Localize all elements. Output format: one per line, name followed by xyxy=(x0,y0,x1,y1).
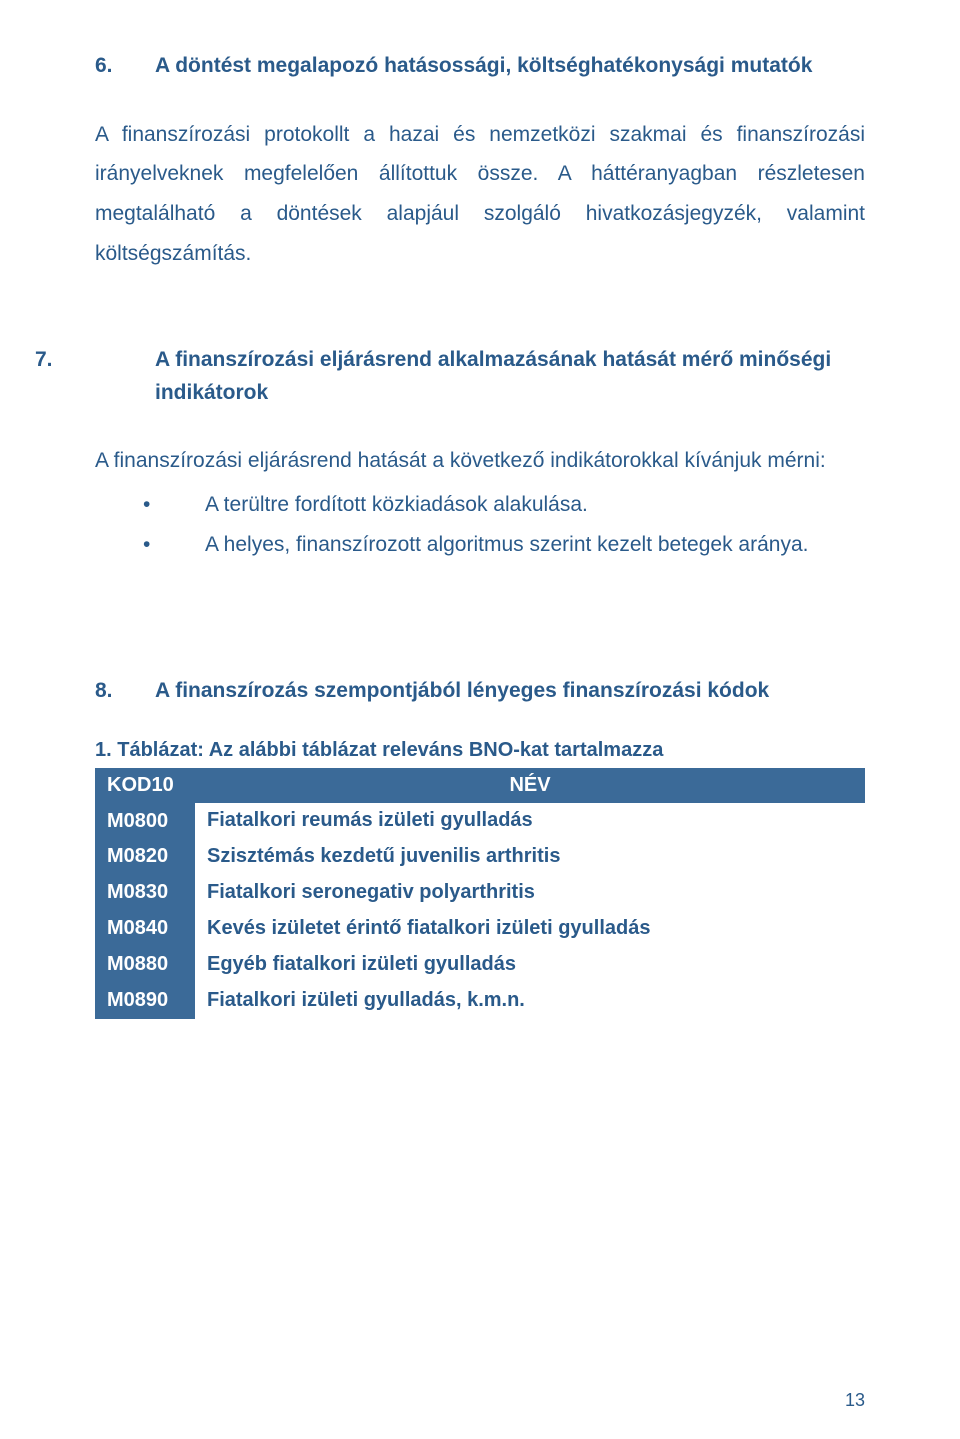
cell-name: Fiatalkori izületi gyulladás, k.m.n. xyxy=(195,983,865,1019)
section-7-title: A finanszírozási eljárásrend alkalmazásá… xyxy=(155,348,831,404)
cell-kod: M0880 xyxy=(95,947,195,983)
cell-kod: M0840 xyxy=(95,911,195,947)
cell-name: Szisztémás kezdetű juvenilis arthritis xyxy=(195,839,865,875)
section-8-title: A finanszírozás szempontjából lényeges f… xyxy=(155,679,769,702)
table-row: M0800 Fiatalkori reumás izületi gyulladá… xyxy=(95,803,865,839)
section-6-heading: 6.A döntést megalapozó hatásossági, költ… xyxy=(95,50,865,83)
table-caption: 1. Táblázat: Az alábbi táblázat releváns… xyxy=(95,739,865,762)
table-row: M0880 Egyéb fiatalkori izületi gyulladás xyxy=(95,947,865,983)
section-6-number: 6. xyxy=(95,50,155,83)
col-header-kod: KOD10 xyxy=(95,768,195,803)
cell-name: Fiatalkori reumás izületi gyulladás xyxy=(195,803,865,839)
table-row: M0890 Fiatalkori izületi gyulladás, k.m.… xyxy=(95,983,865,1019)
section-7-heading: 7.A finanszírozási eljárásrend alkalmazá… xyxy=(95,344,865,409)
table-row: M0830 Fiatalkori seronegativ polyarthrit… xyxy=(95,875,865,911)
cell-kod: M0820 xyxy=(95,839,195,875)
page-number: 13 xyxy=(845,1390,865,1411)
col-header-name: NÉV xyxy=(195,768,865,803)
cell-name: Egyéb fiatalkori izületi gyulladás xyxy=(195,947,865,983)
cell-name: Fiatalkori seronegativ polyarthritis xyxy=(195,875,865,911)
codes-table: KOD10 NÉV M0800 Fiatalkori reumás izület… xyxy=(95,768,865,1019)
cell-kod: M0800 xyxy=(95,803,195,839)
table-row: M0820 Szisztémás kezdetű juvenilis arthr… xyxy=(95,839,865,875)
section-8-number: 8. xyxy=(95,675,155,708)
list-item: A terültre fordított közkiadások alakulá… xyxy=(125,485,865,525)
cell-name: Kevés izületet érintő fiatalkori izületi… xyxy=(195,911,865,947)
cell-kod: M0830 xyxy=(95,875,195,911)
section-6-paragraph: A finanszírozási protokollt a hazai és n… xyxy=(95,115,865,275)
list-item: A helyes, finanszírozott algoritmus szer… xyxy=(125,525,865,565)
cell-kod: M0890 xyxy=(95,983,195,1019)
section-8-heading: 8.A finanszírozás szempontjából lényeges… xyxy=(95,675,865,708)
section-7-bullets: A terültre fordított közkiadások alakulá… xyxy=(125,485,865,565)
table-header-row: KOD10 NÉV xyxy=(95,768,865,803)
section-6-title: A döntést megalapozó hatásossági, költsé… xyxy=(155,54,812,77)
section-7-intro: A finanszírozási eljárásrend hatását a k… xyxy=(95,441,865,481)
section-7-number: 7. xyxy=(95,344,155,377)
table-row: M0840 Kevés izületet érintő fiatalkori i… xyxy=(95,911,865,947)
section-7-body: A finanszírozási eljárásrend hatását a k… xyxy=(95,441,865,565)
